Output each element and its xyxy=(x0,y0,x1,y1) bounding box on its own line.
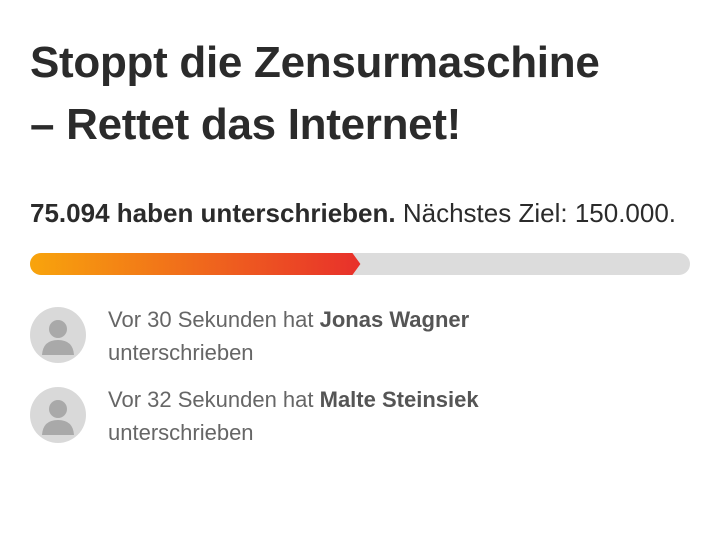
signer-prefix: Vor 30 Sekunden hat xyxy=(108,307,314,332)
stats: 75.094 haben unterschrieben. Nächstes Zi… xyxy=(30,187,690,240)
signer-text: Vor 30 Sekunden hat Jonas Wagner untersch… xyxy=(108,303,469,385)
avatar-icon xyxy=(30,387,86,443)
petition: Stoppt die Zensurmaschine – Rettet das In… xyxy=(30,32,690,465)
signer: Vor 30 Sekunden hat Jonas Wagner untersch… xyxy=(30,305,690,385)
count-suffix: haben unterschrieben. xyxy=(116,198,396,228)
signer: Vor 32 Sekunden hat Malte Steinsiek unter… xyxy=(30,385,690,465)
goal-suffix: . xyxy=(668,198,677,228)
signer-list: Vor 30 Sekunden hat Jonas Wagner untersch… xyxy=(30,305,690,465)
signer-name: Jonas Wagner xyxy=(319,307,470,332)
goal: 150.000 xyxy=(574,198,669,228)
avatar xyxy=(30,307,86,363)
progress-fill xyxy=(30,253,361,275)
signer-text: Vor 32 Sekunden hat Malte Steinsiek unter… xyxy=(108,383,479,465)
signer-prefix: Vor 32 Sekunden hat xyxy=(108,387,314,412)
count: 75.094 xyxy=(30,198,110,228)
progress-bar xyxy=(30,253,690,275)
avatar xyxy=(30,387,86,443)
avatar-icon xyxy=(30,307,86,363)
title-line: Stoppt die Zensurmaschine xyxy=(30,38,600,87)
goal-prefix: Nächstes Ziel: xyxy=(402,198,568,228)
title-line: – Rettet das Internet! xyxy=(30,100,462,149)
signer-suffix: unterschrieben xyxy=(108,340,254,365)
signer-name: Malte Steinsiek xyxy=(319,387,479,412)
count-text: 75.094 haben unterschrieben. xyxy=(30,198,396,228)
title: Stoppt die Zensurmaschine – Rettet das In… xyxy=(30,32,690,156)
signer-suffix: unterschrieben xyxy=(108,420,254,445)
